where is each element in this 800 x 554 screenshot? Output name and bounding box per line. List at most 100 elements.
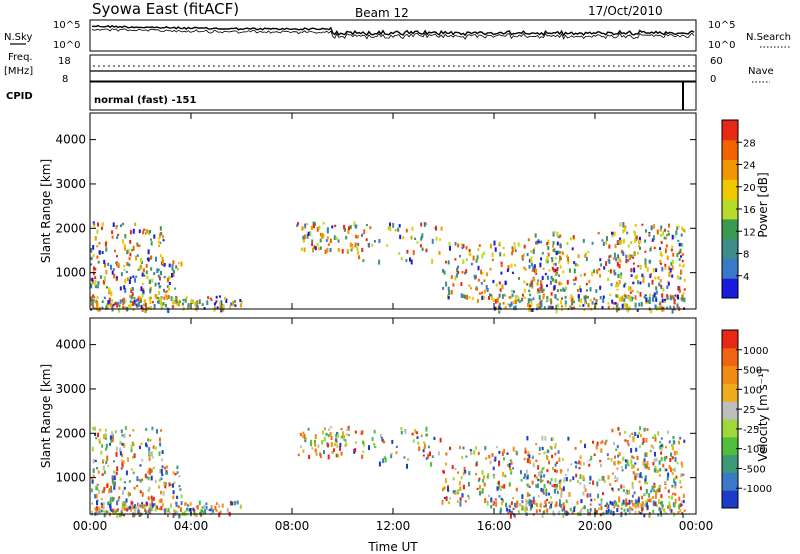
echo-point [105,461,108,465]
echo-point [132,505,135,510]
echo-point [117,499,120,502]
echo-point [613,252,616,258]
echo-point [623,298,626,302]
echo-point [431,455,434,458]
echo-point [321,233,324,239]
echo-point [494,456,497,462]
echo-point [104,510,107,514]
echo-point [535,475,538,480]
echo-point [107,501,110,506]
nave-dot [288,65,290,67]
y-tick-label: 2000 [55,426,86,440]
echo-point [626,231,629,235]
echo-point [681,512,684,515]
echo-point [135,298,138,302]
echo-point [540,487,543,492]
echo-point [321,440,323,445]
nave-dot [118,65,120,67]
echo-point [602,241,605,247]
echo-point [174,287,177,290]
echo-point [537,465,540,470]
echo-point [543,306,546,309]
echo-point [599,459,602,463]
echo-point [119,286,122,291]
echo-point [102,490,105,494]
echo-point [556,490,559,495]
echo-point [103,259,106,265]
echo-point [126,250,129,255]
echo-point [170,296,173,302]
echo-point [444,478,447,483]
echo-point [639,246,641,250]
echo-point [644,463,647,469]
echo-point [143,299,146,304]
echo-point [150,267,153,271]
echo-point [483,251,486,255]
echo-point [470,287,472,290]
echo-point [309,231,312,236]
echo-point [677,511,680,514]
echo-point [533,264,536,269]
echo-point [560,282,563,286]
echo-point [297,222,299,226]
echo-point [173,481,176,484]
echo-point [209,297,212,300]
echo-point [343,435,346,439]
echo-point [639,473,642,478]
echo-point [634,231,637,237]
echo-point [110,438,113,443]
echo-point [158,507,161,511]
echo-point [628,306,631,311]
echo-point [673,235,676,238]
echo-point [435,236,438,241]
echo-point [92,299,95,303]
nave-dot [173,65,175,67]
echo-point [367,242,370,247]
echo-point [563,506,565,511]
nave-dot [513,65,515,67]
echo-point [541,467,544,471]
echo-point [126,277,129,282]
echo-point [512,497,515,500]
echo-point [612,306,615,310]
echo-point [141,292,144,298]
echo-point [621,502,624,506]
echo-point [475,286,478,289]
colorbar-swatch [722,120,738,141]
echo-point [447,260,450,265]
colorbar-tick-label: 25 [743,405,756,416]
echo-point [610,509,613,514]
echo-point [628,296,631,300]
echo-point [671,234,674,240]
x-tick-label: 00:00 [679,519,714,533]
echo-point [147,470,149,474]
echo-point [468,248,471,252]
echo-point [661,505,664,511]
echo-point [626,459,629,465]
echo-point [627,244,630,248]
echo-point [327,243,330,246]
echo-point [378,259,381,265]
echo-point [663,229,666,232]
freq-panel: Freq. [MHz] 18 8 60 0 Nave [4,52,774,85]
y-tick-label: 3000 [55,177,86,191]
echo-point [649,274,652,278]
echo-point [670,509,673,513]
echo-point [311,447,314,450]
echo-point [302,449,305,453]
echo-point [645,504,648,508]
x-tick-label: 00:00 [73,519,108,533]
echo-point [605,439,608,443]
echo-point [149,508,152,512]
echo-point [599,274,602,278]
echo-point [229,305,232,309]
echo-point [188,508,191,512]
echo-point [210,507,213,512]
echo-point [548,269,551,272]
echo-point [150,475,153,481]
echo-point [416,241,419,244]
echo-point [682,513,685,518]
echo-point [184,502,187,506]
echo-point [527,303,529,307]
echo-point [592,480,595,485]
